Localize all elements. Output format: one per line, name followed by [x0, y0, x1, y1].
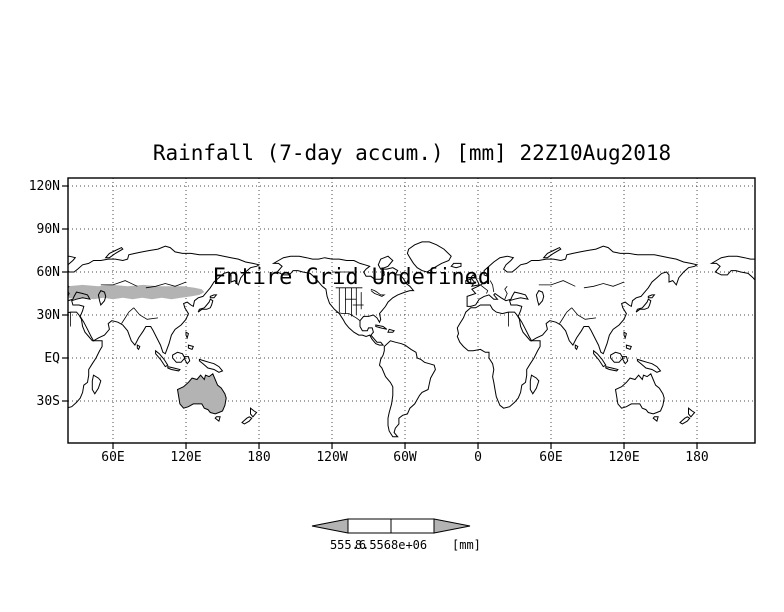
coastline-sulawesi [184, 356, 191, 365]
coastline-borneo [172, 351, 186, 363]
x-tick-label: 0 [474, 450, 482, 465]
x-tick-label: 120E [170, 450, 201, 465]
colorbar-segment-1 [347, 518, 392, 534]
coastline-sri-lanka [574, 344, 579, 351]
coastline-great-britain [470, 274, 480, 287]
political-border-layer [68, 271, 625, 327]
coastline-honshu [197, 298, 214, 313]
coastline-tasmania [214, 416, 221, 422]
coastline-baffin-island [377, 255, 394, 270]
coastline-sumatra [155, 349, 169, 368]
coastline-tasmania [652, 416, 659, 422]
colorbar-units-label: [mm] [452, 538, 481, 552]
coastline-north-america [709, 255, 755, 281]
gridlines-layer [62, 178, 755, 449]
undefined-shade-band [68, 284, 205, 300]
coastline-new-zealand-north [688, 407, 696, 418]
colorbar: 555.6 8.5568e+06 [mm] [311, 518, 481, 552]
y-tick-label: 120N [29, 179, 60, 194]
coastline-australia [176, 373, 227, 415]
coastline-new-guinea [198, 358, 224, 373]
shading-layer [68, 284, 227, 414]
x-tick-label: 60E [539, 450, 562, 465]
coastline-north-america [271, 255, 415, 346]
x-tick-label: 60W [393, 450, 417, 465]
coastline-sri-lanka [136, 344, 141, 351]
coastline-luzon [623, 331, 627, 340]
border-border-kazakh [538, 280, 576, 287]
coastline-eurasia [466, 245, 699, 355]
coastline-caspian-sea [535, 289, 545, 307]
border-mexico-border [335, 311, 361, 322]
border-border-himalaya [571, 307, 597, 320]
border-border-kazakh [100, 280, 138, 287]
coastline-java [605, 365, 619, 372]
coastline-hokkaido [647, 294, 656, 299]
coastline-africa [456, 304, 541, 409]
x-tick-label: 180 [247, 450, 270, 465]
coastline-australia [614, 373, 665, 415]
coastline-mindanao [187, 344, 194, 351]
coastline-borneo [610, 351, 624, 363]
coastline-java [167, 365, 181, 372]
x-tick-label: 120E [608, 450, 639, 465]
coastline-novaya-zemlya [104, 246, 124, 259]
coastline-iceland [450, 262, 462, 269]
y-tick-label: 30S [37, 394, 60, 409]
border-border-mongolia [145, 281, 187, 289]
plot-title: Rainfall (7-day accum.) [mm] 22Z10Aug201… [153, 141, 671, 165]
coastline-luzon [185, 331, 189, 340]
coastline-sulawesi [622, 356, 629, 365]
border-border-europe-3 [504, 286, 508, 300]
coastline-madagascar [529, 374, 540, 395]
border-border-himalaya [133, 307, 159, 320]
colorbar-min-label: 555.6 [330, 538, 366, 552]
coastline-greenland [406, 241, 452, 273]
x-tick-label: 180 [685, 450, 708, 465]
coastline-madagascar [91, 374, 102, 395]
colorbar-max-label: 8.5568e+06 [355, 538, 427, 552]
x-tick-label: 60E [101, 450, 124, 465]
coastline-south-america [378, 340, 436, 438]
coastline-sumatra [593, 349, 607, 368]
coastline-novaya-zemlya [542, 246, 562, 259]
coastline-hokkaido [209, 294, 218, 299]
coastline-caspian-sea [97, 289, 107, 307]
coastline-africa [68, 311, 103, 409]
border-great-lakes [370, 288, 386, 297]
coastline-cuba [375, 324, 388, 330]
y-tick-label: EQ [44, 351, 60, 366]
coastline-mindanao [625, 344, 632, 351]
colorbar-right-arrow [433, 518, 471, 534]
coastline-new-zealand-south [241, 416, 253, 425]
border-border-pakistan [559, 307, 572, 324]
colorbar-left-arrow [311, 518, 349, 534]
coastline-ireland [465, 278, 472, 284]
border-border-mongolia [583, 281, 625, 289]
entire-grid-undefined-message: Entire Grid Undefined [213, 265, 491, 290]
coastline-hispaniola [387, 328, 396, 333]
coastline-new-guinea [636, 358, 662, 373]
y-tick-label: 60N [37, 265, 60, 280]
x-tick-label: 120W [316, 450, 347, 465]
plot-frame [67, 177, 756, 444]
coastline-new-zealand-north [250, 407, 258, 418]
undefined-shade-australia [177, 373, 227, 414]
y-tick-label: 90N [37, 222, 60, 237]
colorbar-segment-2 [390, 518, 435, 534]
border-border-pakistan [121, 307, 134, 324]
coastline-eurasia [68, 245, 261, 355]
border-border-europe-2 [489, 280, 495, 293]
coastline-new-zealand-south [679, 416, 691, 425]
coastline-honshu [635, 298, 652, 313]
y-tick-label: 30N [37, 308, 60, 323]
border-border-europe-1 [480, 284, 489, 294]
coastline-layer [68, 241, 755, 438]
